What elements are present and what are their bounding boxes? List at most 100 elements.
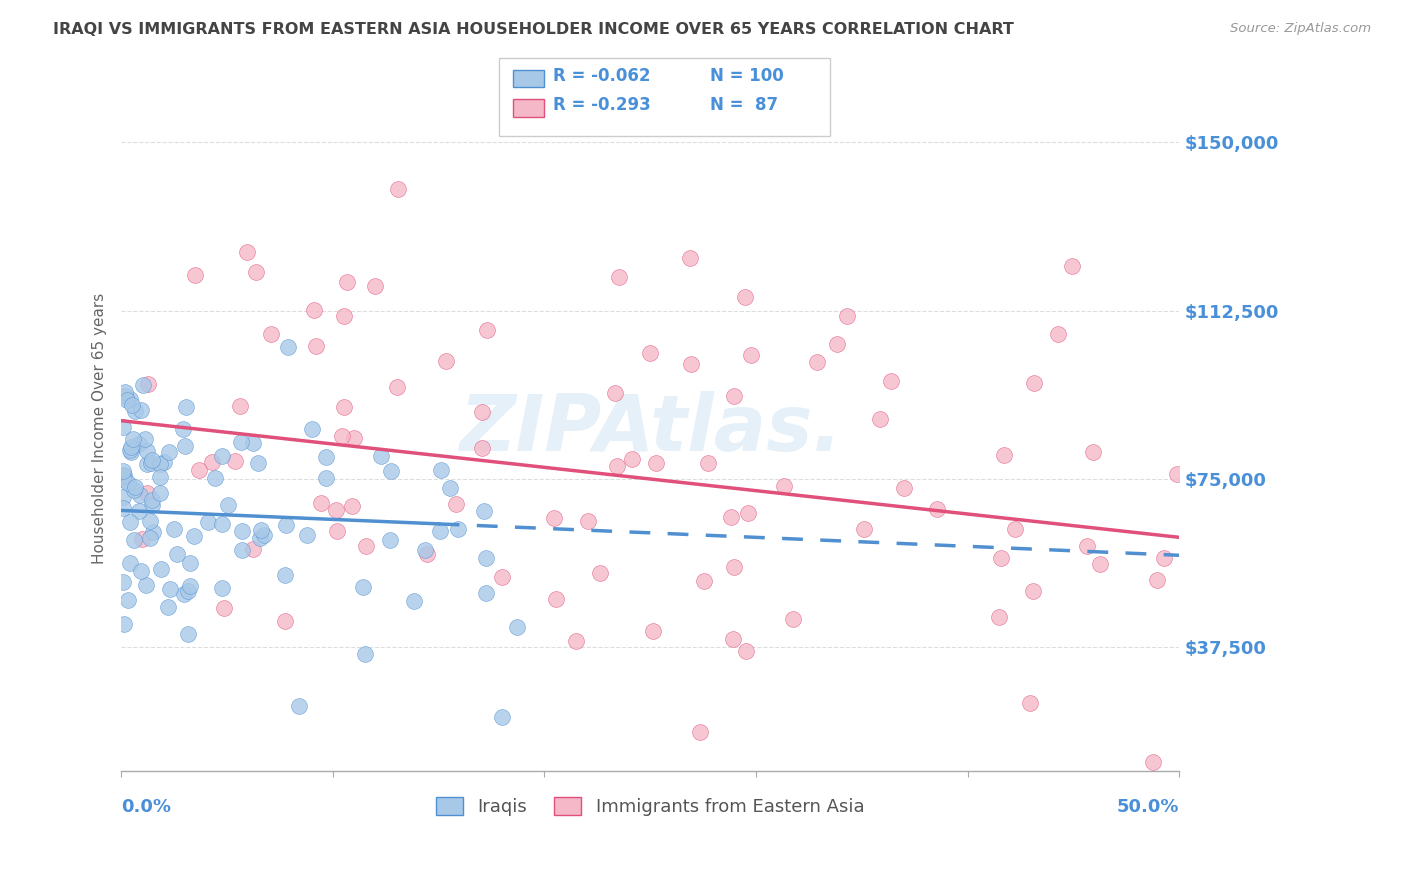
Point <box>416 547 439 561</box>
Point <box>879 374 901 388</box>
Point <box>131 532 153 546</box>
Point <box>1142 755 1164 769</box>
Point <box>174 400 197 414</box>
Point <box>136 486 159 500</box>
Point <box>118 515 141 529</box>
Point <box>135 458 157 472</box>
Point <box>475 323 498 337</box>
Point <box>681 357 703 371</box>
Point <box>112 420 135 434</box>
Point <box>120 392 142 407</box>
Point <box>114 389 136 403</box>
Text: Source: ZipAtlas.com: Source: ZipAtlas.com <box>1230 22 1371 36</box>
Point <box>295 527 318 541</box>
Point <box>740 347 762 361</box>
Text: ZIPAtlas.: ZIPAtlas. <box>458 391 842 467</box>
Point <box>159 582 181 597</box>
Text: 0.0%: 0.0% <box>121 797 172 816</box>
Point <box>118 557 141 571</box>
Point <box>402 593 425 607</box>
Point <box>211 582 233 596</box>
Point <box>197 516 219 530</box>
Point <box>236 245 259 260</box>
Point <box>734 290 756 304</box>
Text: N = 100: N = 100 <box>710 67 783 85</box>
Point <box>475 550 498 565</box>
Point <box>187 463 209 477</box>
Point <box>993 448 1015 462</box>
Point <box>229 435 252 450</box>
Point <box>132 378 155 392</box>
Point <box>544 592 567 607</box>
Point <box>576 514 599 528</box>
Point <box>128 437 150 451</box>
Point <box>353 580 375 594</box>
Point <box>305 339 328 353</box>
Point <box>274 614 297 628</box>
Point <box>162 522 184 536</box>
Point <box>734 644 756 658</box>
Point <box>217 499 239 513</box>
Point <box>129 487 152 501</box>
Point <box>184 268 207 282</box>
Point <box>720 510 742 524</box>
Point <box>149 470 172 484</box>
Point <box>177 584 200 599</box>
Point <box>806 355 828 369</box>
Point <box>124 480 146 494</box>
Point <box>333 309 356 323</box>
Point <box>380 533 402 548</box>
Point <box>157 445 180 459</box>
Point <box>605 386 627 401</box>
Point <box>301 422 323 436</box>
Point <box>679 251 702 265</box>
Point <box>231 543 253 558</box>
Point <box>491 710 513 724</box>
Point <box>152 454 174 468</box>
Point <box>471 405 494 419</box>
Point <box>1153 550 1175 565</box>
Point <box>114 473 136 487</box>
Point <box>363 279 385 293</box>
Point <box>128 504 150 518</box>
Point <box>274 518 297 533</box>
Point <box>231 524 253 538</box>
Point <box>304 302 326 317</box>
Point <box>543 510 565 524</box>
Point <box>179 556 201 570</box>
Point <box>250 523 273 537</box>
Point <box>782 613 804 627</box>
Point <box>120 440 142 454</box>
Point <box>136 444 159 458</box>
Point <box>124 403 146 417</box>
Point <box>354 647 377 661</box>
Point <box>117 475 139 490</box>
Point <box>474 585 496 599</box>
Point <box>142 524 165 539</box>
Point <box>173 587 195 601</box>
Point <box>112 616 135 631</box>
Point <box>1081 445 1104 459</box>
Point <box>224 454 246 468</box>
Point <box>645 456 668 470</box>
Point <box>134 432 156 446</box>
Point <box>212 601 235 615</box>
Point <box>112 491 135 505</box>
Text: IRAQI VS IMMIGRANTS FROM EASTERN ASIA HOUSEHOLDER INCOME OVER 65 YEARS CORRELATI: IRAQI VS IMMIGRANTS FROM EASTERN ASIA HO… <box>53 22 1014 37</box>
Point <box>607 269 630 284</box>
Point <box>112 464 135 478</box>
Point <box>1022 376 1045 391</box>
Point <box>491 570 513 584</box>
Point <box>1076 539 1098 553</box>
Point <box>988 610 1011 624</box>
Point <box>1088 557 1111 571</box>
Point <box>141 493 163 508</box>
Point <box>141 453 163 467</box>
Point <box>229 399 252 413</box>
Point <box>138 514 160 528</box>
Point <box>1146 573 1168 587</box>
Point <box>472 504 495 518</box>
Point <box>1062 260 1084 274</box>
Point <box>211 450 233 464</box>
Point <box>141 498 163 512</box>
